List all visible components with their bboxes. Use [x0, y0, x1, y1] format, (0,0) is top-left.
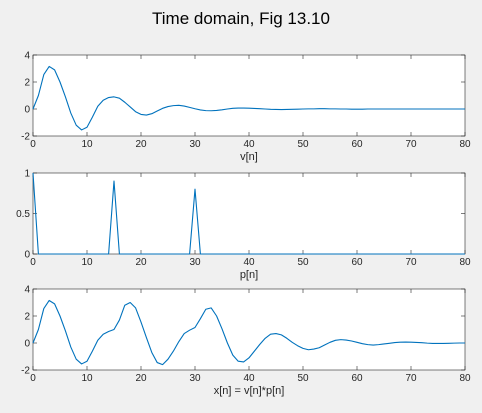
y-tick-label: -2: [21, 132, 30, 143]
x-tick-label: 70: [405, 139, 417, 150]
y-tick-label: 4: [24, 51, 30, 62]
x-tick-label: 0: [30, 373, 36, 384]
x-tick-label: 80: [459, 139, 471, 150]
subplot-2: 0 10 20 30 40 50 60 70 80 0 0.5 1 p[n]: [16, 169, 471, 282]
x-tick-label: 70: [405, 257, 417, 268]
axes-frame: [32, 288, 466, 371]
y-tick-label: 2: [24, 78, 30, 89]
x-tick-label: 30: [189, 373, 201, 384]
y-tick-label: -2: [21, 366, 30, 377]
series-line: [32, 172, 465, 255]
axes-frame: [32, 172, 466, 255]
x-tick-label: 80: [459, 373, 471, 384]
x-axis-label: p[n]: [240, 269, 258, 281]
x-tick-label: 10: [81, 257, 93, 268]
y-tick-label: 0: [24, 339, 30, 350]
x-tick-label: 20: [135, 373, 147, 384]
x-tick-label: 50: [297, 257, 309, 268]
x-tick-label: 80: [459, 257, 471, 268]
x-tick-label: 50: [297, 139, 309, 150]
x-tick-label: 0: [30, 257, 36, 268]
x-tick-label: 10: [81, 373, 93, 384]
x-tick-label: 20: [135, 257, 147, 268]
x-tick-label: 40: [243, 373, 255, 384]
y-tick-label: 1: [24, 169, 30, 180]
axes-frame: [32, 54, 466, 137]
y-tick-label: 2: [24, 312, 30, 323]
y-tick-label: 4: [24, 285, 30, 296]
x-tick-label: 60: [351, 373, 363, 384]
y-tick-label: 0: [24, 250, 30, 261]
x-tick-label: 50: [297, 373, 309, 384]
series-line: [32, 299, 465, 366]
x-tick-label: 20: [135, 139, 147, 150]
series-line: [32, 65, 465, 131]
figure-title: Time domain, Fig 13.10: [152, 9, 330, 28]
x-tick-label: 40: [243, 257, 255, 268]
x-tick-label: 30: [189, 139, 201, 150]
x-tick-label: 40: [243, 139, 255, 150]
y-tick-label: 0.5: [16, 209, 30, 220]
x-tick-label: 70: [405, 373, 417, 384]
y-tick-label: 0: [24, 105, 30, 116]
x-tick-label: 0: [30, 139, 36, 150]
x-axis-label: v[n]: [240, 151, 258, 163]
x-axis-label: x[n] = v[n]*p[n]: [214, 385, 285, 397]
x-tick-label: 10: [81, 139, 93, 150]
x-tick-label: 60: [351, 139, 363, 150]
x-tick-label: 60: [351, 257, 363, 268]
x-tick-label: 30: [189, 257, 201, 268]
